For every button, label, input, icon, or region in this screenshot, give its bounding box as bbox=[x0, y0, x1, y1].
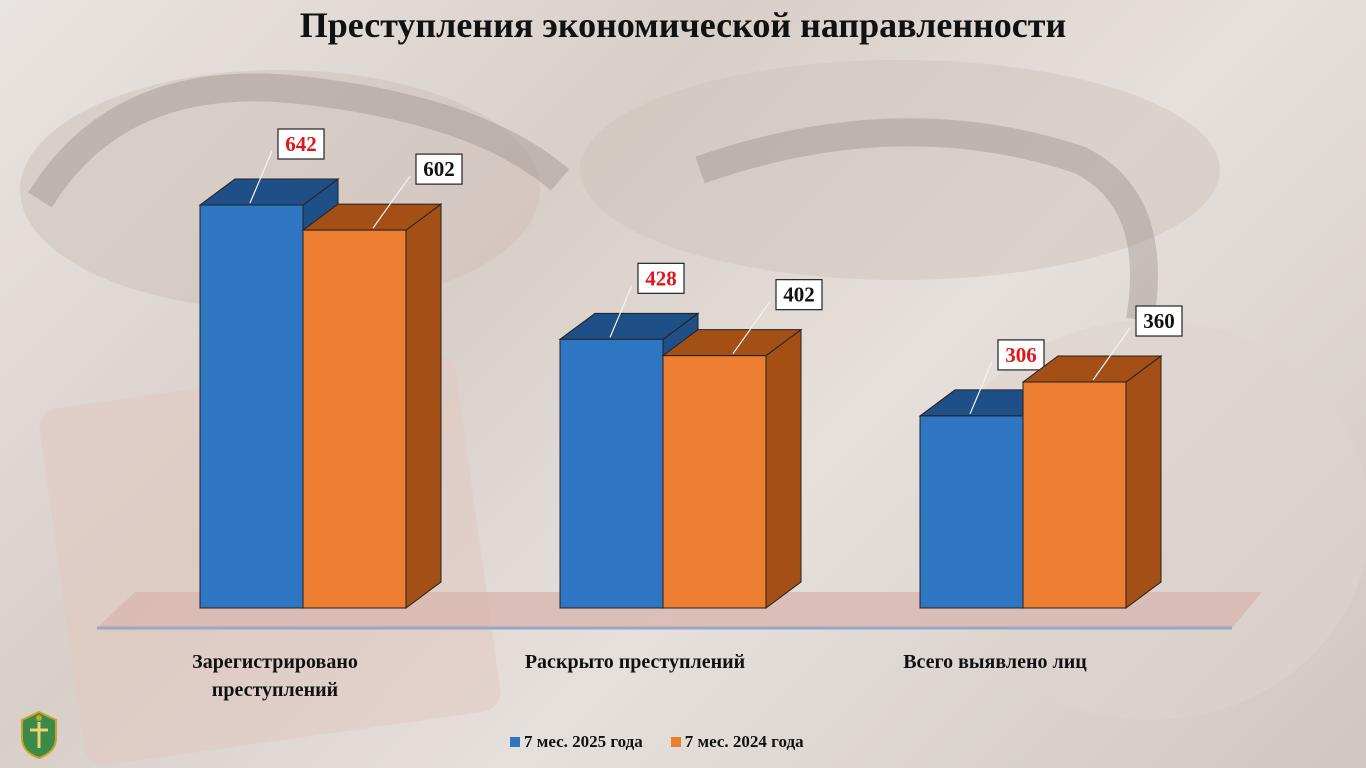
bar-side-1-1 bbox=[765, 328, 802, 609]
bar-side-0-1 bbox=[405, 203, 442, 609]
bar-side-2-1 bbox=[1125, 355, 1162, 609]
legend-swatch-2025 bbox=[510, 737, 520, 747]
bar-0-0 bbox=[199, 204, 304, 609]
data-label-box-1-0 bbox=[637, 262, 685, 294]
data-label-1-0: 428 bbox=[645, 266, 677, 290]
data-label-leader-2-0 bbox=[969, 361, 993, 415]
prosecutor-emblem-icon bbox=[21, 710, 57, 760]
legend-item-2024: 7 мес. 2024 года bbox=[670, 732, 804, 752]
legend-item-2025: 7 мес. 2025 года bbox=[510, 732, 643, 752]
legend: 7 мес. 2025 года 7 мес. 2024 года bbox=[510, 732, 804, 752]
data-label-0-0: 642 bbox=[285, 132, 317, 156]
data-label-box-2-1 bbox=[1135, 305, 1183, 337]
data-label-2-1: 360 bbox=[1143, 309, 1175, 333]
data-label-2-0: 306 bbox=[1005, 343, 1037, 367]
chart-title: Преступления экономической направленност… bbox=[299, 5, 1067, 45]
data-label-leader-2-1 bbox=[1092, 327, 1131, 381]
data-label-leader-1-0 bbox=[609, 285, 633, 338]
category-label-solved: Раскрыто преступлений bbox=[524, 651, 746, 673]
bar-1-1 bbox=[662, 355, 767, 609]
data-label-box-1-1 bbox=[775, 279, 823, 311]
bar-2-0 bbox=[919, 415, 1024, 609]
data-label-box-0-1 bbox=[415, 153, 463, 185]
bar-2-1 bbox=[1022, 381, 1127, 609]
data-label-leader-0-1 bbox=[372, 175, 411, 229]
bar-0-1 bbox=[302, 229, 407, 609]
category-label-identified: Всего выявлено лиц bbox=[903, 651, 1087, 673]
bar-1-0 bbox=[559, 338, 664, 609]
data-label-box-2-0 bbox=[997, 339, 1045, 371]
legend-swatch-2024 bbox=[670, 737, 681, 747]
data-label-1-1: 402 bbox=[783, 283, 815, 307]
legend-label-2025: 7 мес. 2025 года bbox=[524, 732, 643, 751]
legend-label-2024: 7 мес. 2024 года bbox=[684, 732, 804, 751]
data-label-leader-1-1 bbox=[732, 301, 771, 355]
data-label-leader-0-0 bbox=[249, 150, 273, 204]
data-label-box-0-0 bbox=[277, 128, 325, 160]
category-label-registered: Зарегистрировано преступлений bbox=[192, 651, 358, 701]
data-label-0-1: 602 bbox=[423, 157, 455, 181]
